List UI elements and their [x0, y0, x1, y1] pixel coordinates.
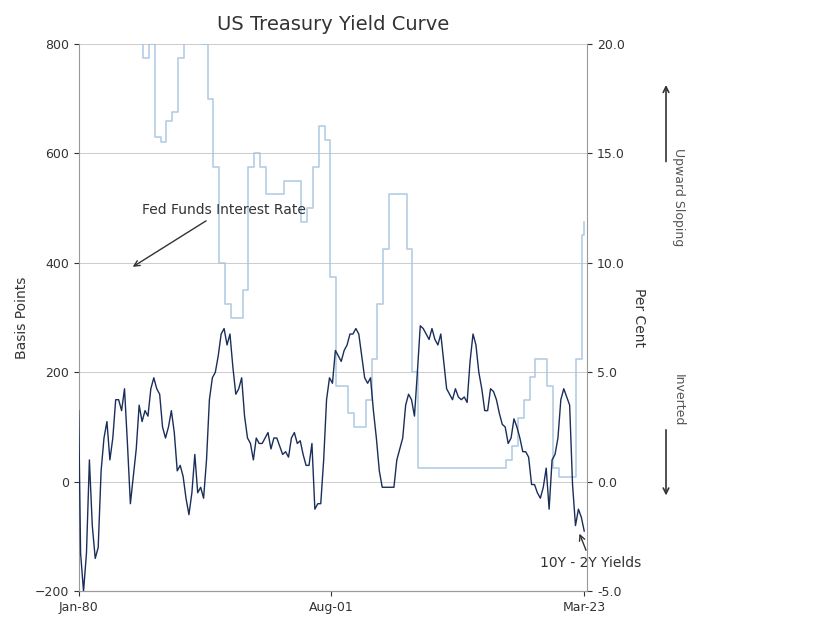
Text: Upward Sloping: Upward Sloping — [672, 148, 686, 247]
Y-axis label: Basis Points: Basis Points — [15, 276, 29, 359]
Text: Inverted: Inverted — [672, 374, 686, 426]
Text: Fed Funds Interest Rate: Fed Funds Interest Rate — [134, 203, 306, 266]
Text: 10Y - 2Y Yields: 10Y - 2Y Yields — [540, 535, 642, 570]
Y-axis label: Per Cent: Per Cent — [631, 288, 645, 347]
Title: US Treasury Yield Curve: US Treasury Yield Curve — [217, 15, 449, 34]
